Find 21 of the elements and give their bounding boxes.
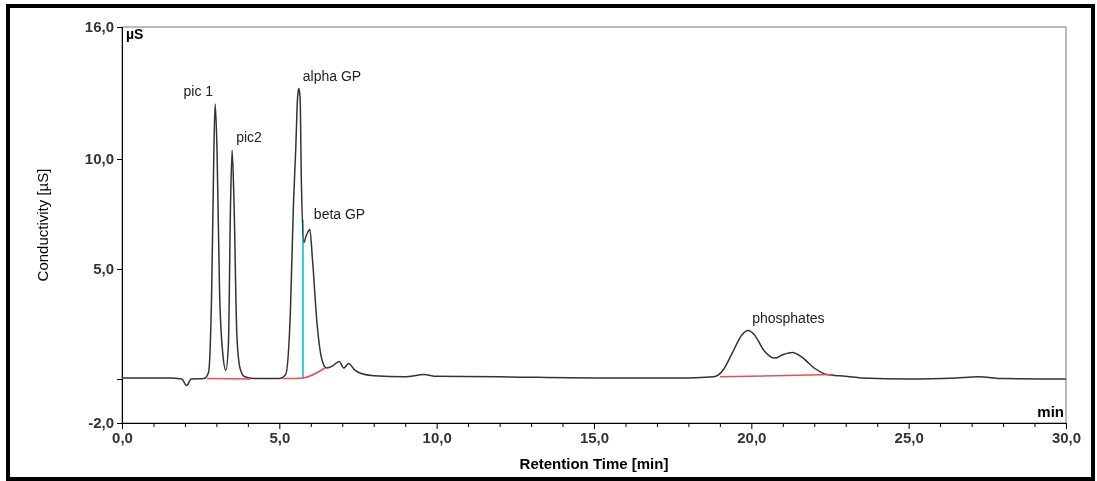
annotation: µS: [126, 26, 144, 42]
x-tick-label: 5,0: [269, 428, 291, 446]
line-series: [121, 87, 1067, 387]
y-tick-label: -2,0: [88, 414, 114, 432]
annotation: pic 1: [183, 83, 214, 99]
y-tick-label: 10,0: [84, 150, 114, 168]
y-tick-label: 5,0: [93, 260, 114, 278]
y-tick-label: 16,0: [84, 18, 114, 36]
x-tick-label: 25,0: [894, 428, 924, 446]
x-axis-title: Retention Time [min]: [519, 455, 669, 472]
x-tick-label: 15,0: [579, 428, 610, 446]
x-tick-label: 10,0: [422, 428, 452, 446]
annotation: phosphates: [752, 309, 825, 326]
annotation: pic2: [236, 129, 263, 146]
x-tick-label: 30,0: [1051, 428, 1082, 446]
x-tick-label: 0,0: [112, 428, 133, 446]
annotation: beta GP: [313, 206, 366, 223]
x-tick-label: 20,0: [737, 428, 767, 446]
y-axis-title: Conductivity [µS]: [34, 168, 51, 282]
annotation: min: [1037, 403, 1064, 420]
annotation: alpha GP: [302, 67, 362, 84]
